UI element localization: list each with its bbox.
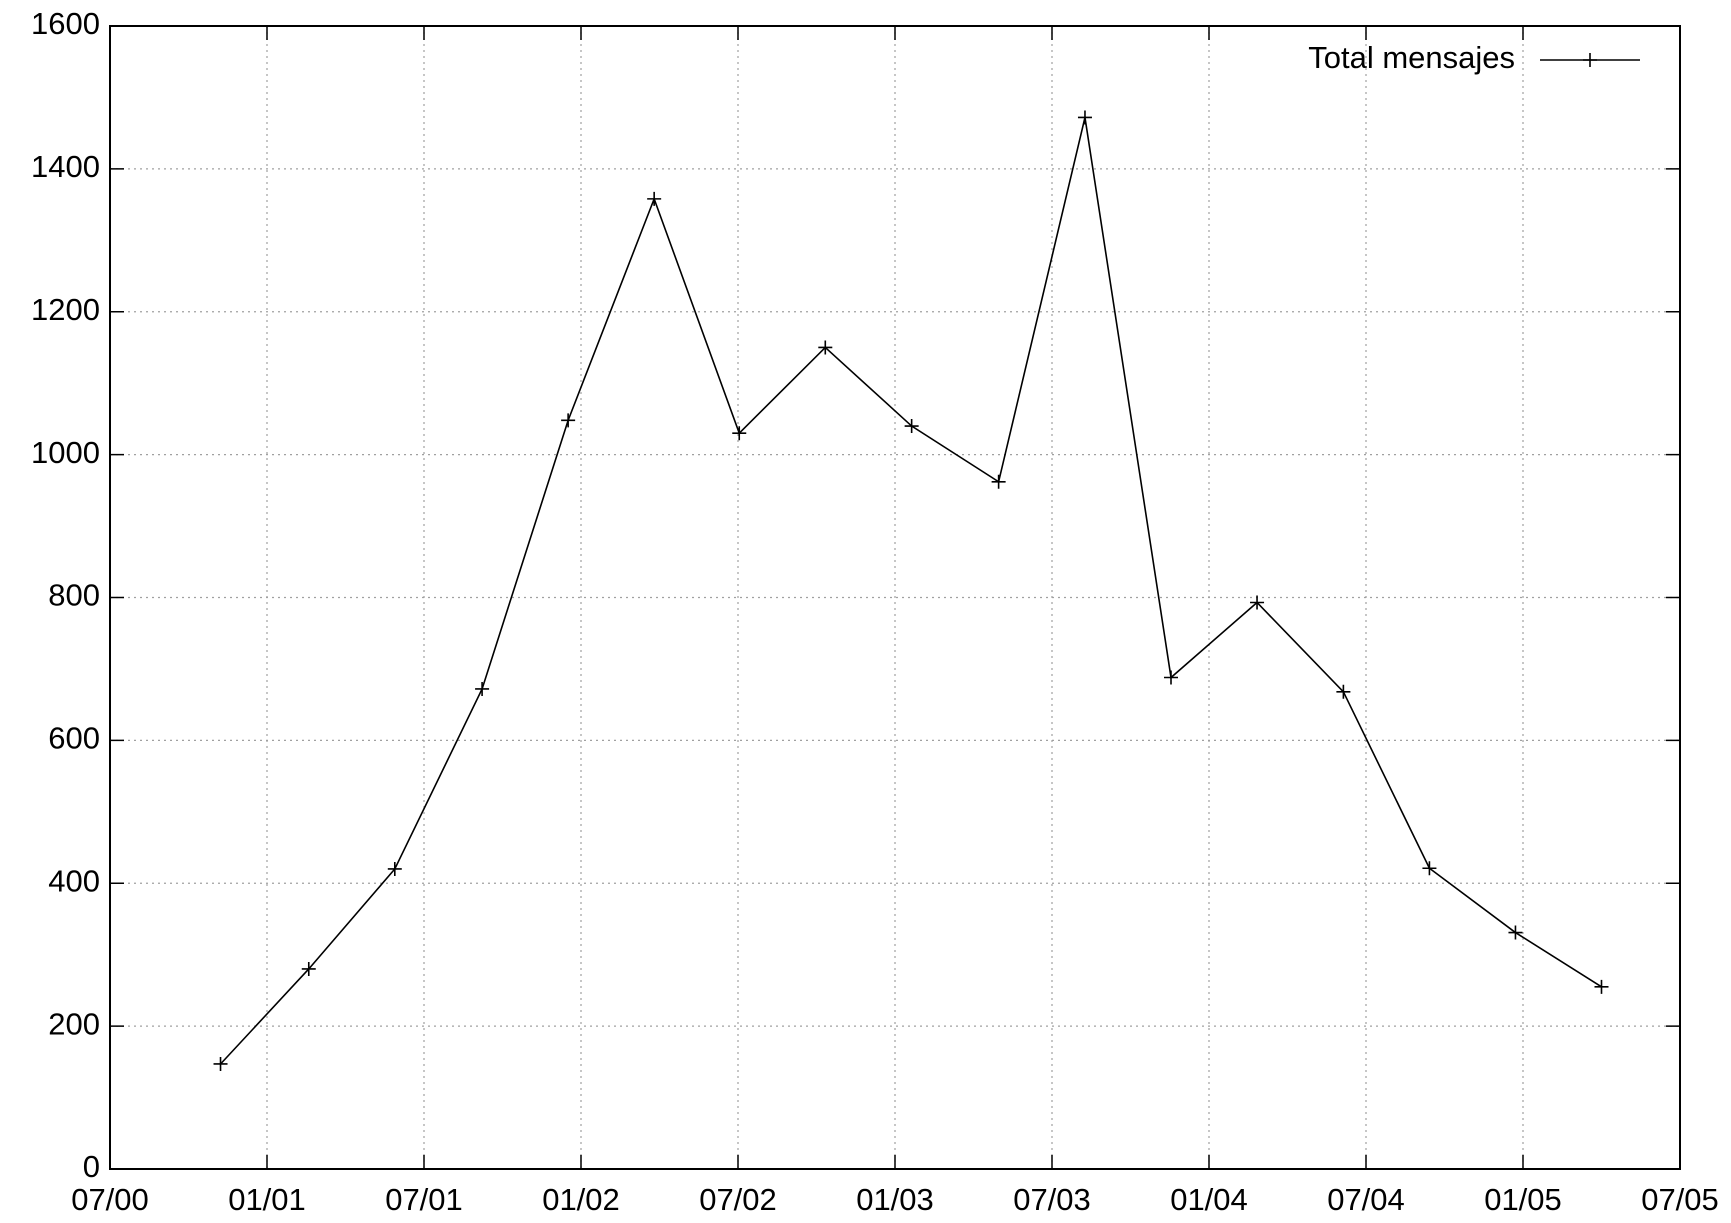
point-marker — [213, 1056, 228, 1071]
point-marker — [904, 419, 919, 434]
x-tick-label: 07/04 — [1327, 1182, 1405, 1217]
x-tick-label: 07/03 — [1013, 1182, 1091, 1217]
legend-marker — [1583, 53, 1597, 67]
x-tick-label: 07/05 — [1641, 1182, 1719, 1217]
point-marker — [647, 191, 662, 206]
series-line — [219, 117, 1602, 1065]
point-marker — [1250, 595, 1265, 610]
point-marker — [561, 413, 576, 428]
x-tick-label: 07/02 — [699, 1182, 777, 1217]
point-marker — [1336, 684, 1351, 699]
x-tick-label: 01/02 — [542, 1182, 620, 1217]
y-tick-label: 1200 — [31, 292, 100, 327]
y-tick-label: 400 — [48, 863, 100, 898]
point-marker — [301, 961, 316, 976]
point-marker — [1164, 670, 1179, 685]
point-marker — [1422, 861, 1437, 876]
point-marker — [1594, 979, 1609, 994]
x-tick-label: 01/05 — [1484, 1182, 1562, 1217]
y-tick-label: 1600 — [31, 6, 100, 41]
y-tick-label: 200 — [48, 1006, 100, 1041]
point-marker — [1077, 110, 1092, 125]
point-marker — [991, 474, 1006, 489]
point-marker — [1508, 925, 1523, 940]
y-tick-label: 800 — [48, 578, 100, 613]
point-marker — [387, 861, 402, 876]
point-marker — [818, 340, 833, 355]
x-tick-label: 07/01 — [385, 1182, 463, 1217]
y-tick-label: 1000 — [31, 435, 100, 470]
point-marker — [732, 426, 747, 441]
y-tick-label: 0 — [83, 1149, 100, 1184]
plot-frame — [109, 25, 1681, 1170]
y-tick-label: 1400 — [31, 149, 100, 184]
x-tick-label: 07/00 — [71, 1182, 149, 1217]
y-tick-label: 600 — [48, 721, 100, 756]
legend-label: Total mensajes — [1308, 40, 1515, 75]
x-tick-label: 01/03 — [856, 1182, 934, 1217]
point-marker — [475, 681, 490, 696]
x-tick-label: 01/04 — [1170, 1182, 1248, 1217]
x-tick-label: 01/01 — [228, 1182, 306, 1217]
